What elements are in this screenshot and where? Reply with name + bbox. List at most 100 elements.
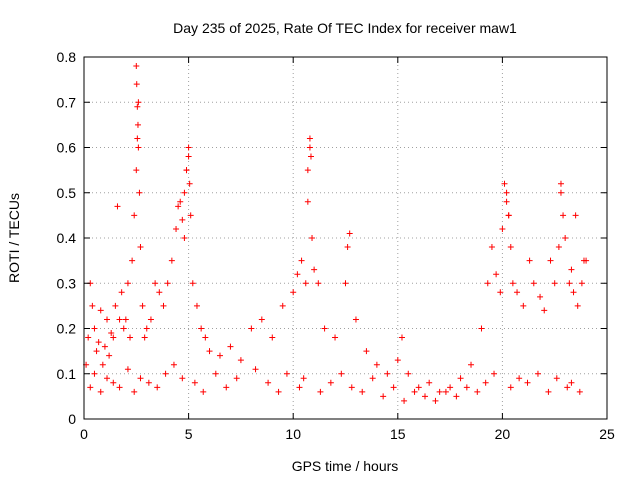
data-point xyxy=(93,348,100,355)
data-point xyxy=(317,388,324,395)
data-point xyxy=(186,180,193,187)
data-point xyxy=(265,379,272,386)
data-point xyxy=(233,375,240,382)
data-points xyxy=(83,63,590,404)
data-point xyxy=(501,180,508,187)
data-point xyxy=(300,375,307,382)
data-point xyxy=(499,225,506,232)
data-point xyxy=(198,325,205,332)
data-point xyxy=(137,375,144,382)
data-point xyxy=(185,153,192,160)
data-point xyxy=(143,325,150,332)
data-point xyxy=(294,271,301,278)
data-point xyxy=(237,357,244,364)
data-point xyxy=(175,203,182,210)
data-point xyxy=(468,361,475,368)
data-point xyxy=(200,388,207,395)
data-point xyxy=(514,289,521,296)
data-point xyxy=(135,99,142,106)
data-point xyxy=(164,280,171,287)
data-point xyxy=(394,357,401,364)
data-point xyxy=(520,302,527,309)
data-point xyxy=(507,384,514,391)
data-point xyxy=(369,375,376,382)
data-point xyxy=(116,384,123,391)
data-point xyxy=(453,393,460,400)
data-point xyxy=(463,384,470,391)
y-tick-label: 0.8 xyxy=(57,49,77,65)
data-point xyxy=(311,266,318,273)
data-point xyxy=(482,379,489,386)
data-point xyxy=(95,339,102,346)
data-point xyxy=(405,370,412,377)
y-tick-label: 0.2 xyxy=(57,321,77,337)
data-point xyxy=(168,257,175,264)
x-tick-label: 15 xyxy=(390,426,406,442)
data-point xyxy=(541,307,548,314)
data-point xyxy=(124,280,131,287)
data-point xyxy=(179,375,186,382)
data-point xyxy=(135,144,142,151)
data-point xyxy=(306,144,313,151)
data-point xyxy=(133,63,140,70)
data-point xyxy=(432,397,439,404)
data-point xyxy=(503,198,510,205)
data-point xyxy=(139,302,146,309)
data-point xyxy=(118,289,125,296)
data-point xyxy=(507,244,514,251)
data-point xyxy=(352,316,359,323)
data-point xyxy=(359,388,366,395)
data-point xyxy=(398,334,405,341)
data-point xyxy=(315,280,322,287)
data-point xyxy=(160,302,167,309)
data-point xyxy=(478,325,485,332)
data-point xyxy=(187,212,194,219)
data-point xyxy=(112,302,119,309)
data-point xyxy=(304,198,311,205)
data-point xyxy=(124,366,131,373)
data-point xyxy=(380,393,387,400)
data-point xyxy=(252,366,259,373)
data-point xyxy=(181,235,188,241)
data-point xyxy=(578,280,585,287)
data-point xyxy=(557,180,564,187)
data-point xyxy=(321,325,328,332)
x-tick-label: 25 xyxy=(599,426,615,442)
data-point xyxy=(307,153,314,160)
data-point xyxy=(248,325,255,332)
data-point xyxy=(145,379,152,386)
data-point xyxy=(537,293,544,300)
data-point xyxy=(275,388,282,395)
y-tick-label: 0 xyxy=(68,411,76,427)
data-point xyxy=(141,334,148,341)
y-tick-label: 0.7 xyxy=(57,94,77,110)
data-point xyxy=(116,316,123,323)
data-point xyxy=(129,257,136,264)
data-point xyxy=(551,280,558,287)
data-point xyxy=(568,379,575,386)
data-point xyxy=(154,384,161,391)
data-point xyxy=(216,352,223,359)
data-point xyxy=(108,330,115,337)
data-point xyxy=(309,235,316,241)
data-point xyxy=(436,388,443,395)
y-tick-label: 0.3 xyxy=(57,275,77,291)
data-point xyxy=(524,379,531,386)
data-point xyxy=(181,189,188,196)
data-point xyxy=(488,244,495,251)
data-point xyxy=(547,257,554,264)
data-point xyxy=(442,388,449,395)
data-point xyxy=(384,370,391,377)
data-point xyxy=(576,388,583,395)
data-point xyxy=(122,316,129,323)
data-point xyxy=(183,167,190,174)
data-point xyxy=(91,325,98,332)
x-tick-label: 5 xyxy=(185,426,193,442)
data-point xyxy=(189,280,196,287)
x-axis-label: GPS time / hours xyxy=(292,458,399,474)
data-point xyxy=(131,388,138,395)
data-point xyxy=(269,334,276,341)
data-point xyxy=(193,302,200,309)
